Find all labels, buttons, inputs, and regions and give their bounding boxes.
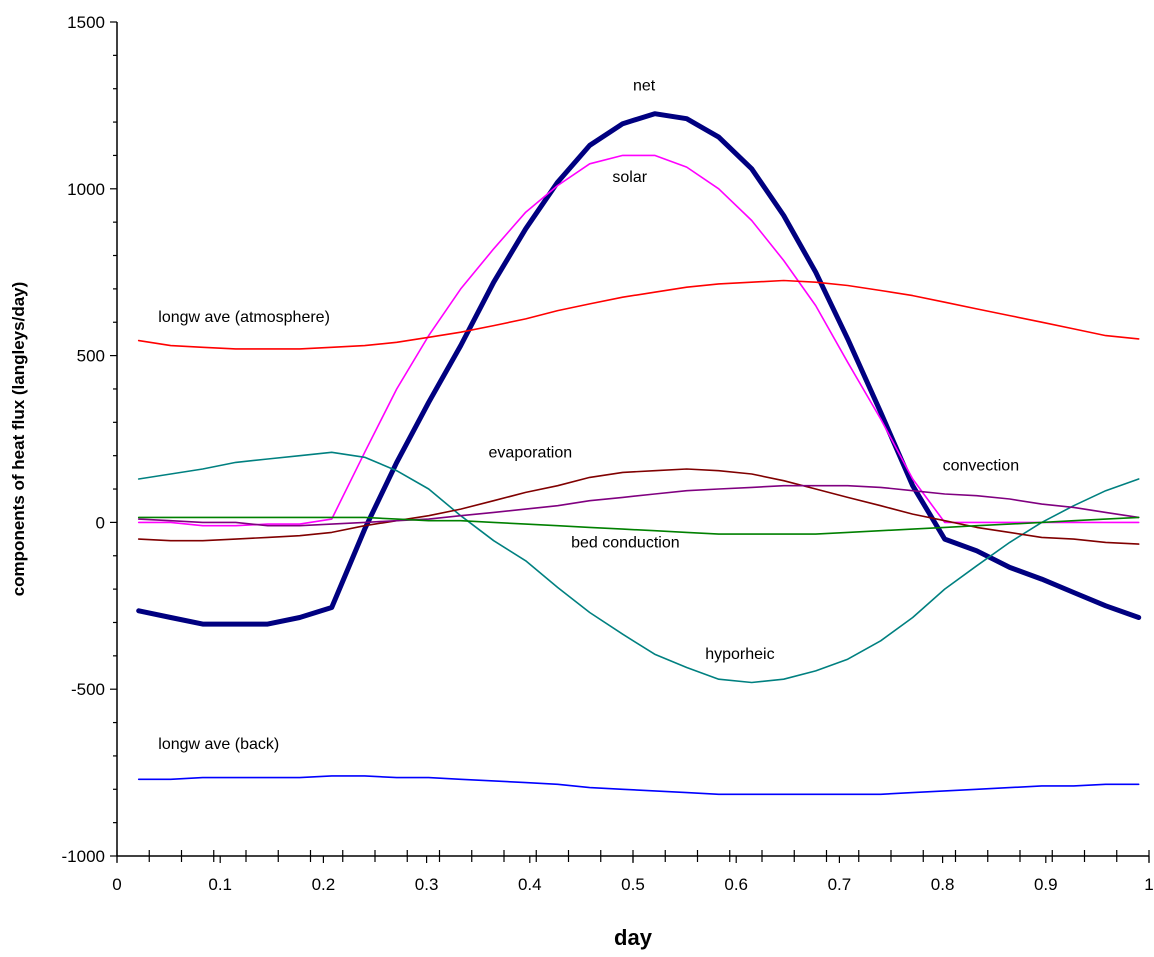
y-tick-label: 500 [77,347,105,366]
axes [116,22,1149,857]
x-axis-title: day [614,925,653,950]
y-tick-label: 1000 [67,180,105,199]
series-label: net [633,77,656,94]
x-axis-ticks: 0 0.1 0.2 0.3 0.4 0.5 0.6 0.7 0.8 0.9 1 [112,850,1154,894]
x-tick-label: 1 [1144,875,1153,894]
series-line-longwave-back [137,775,1140,796]
x-tick-label: 0.3 [415,875,439,894]
x-tick-label: 0.1 [208,875,232,894]
y-tick-label: 0 [96,513,105,532]
x-tick-label: 0.5 [621,875,645,894]
series-label: solar [612,169,647,186]
series-label: evaporation [489,444,573,461]
series-label: hyporheic [705,646,774,663]
series-line-evaporation [137,468,1140,545]
series-line-bed-conduction [137,516,1140,535]
series-label: convection [943,458,1020,475]
series-line-convection [137,484,1140,527]
y-tick-label: -500 [71,680,105,699]
y-tick-label: -1000 [62,847,105,866]
series-line-hyporheic [137,451,1140,684]
series-line-longwave-atmosphere [137,279,1140,350]
x-tick-label: 0.6 [724,875,748,894]
series-labels: net solar longw ave (atmosphere) evaporatio… [158,77,1019,753]
y-axis-title: components of heat flux (langleys/day) [9,282,28,597]
series-label: longw ave (atmosphere) [158,309,330,326]
series-label: longw ave (back) [158,736,279,753]
series-lines [136,111,1142,796]
x-tick-label: 0.7 [828,875,852,894]
x-tick-label: 0 [112,875,121,894]
x-tick-label: 0.9 [1034,875,1058,894]
series-line-solar [137,154,1140,527]
x-tick-label: 0.2 [312,875,336,894]
x-tick-label: 0.4 [518,875,542,894]
series-label: bed conduction [571,534,680,551]
x-tick-label: 0.8 [931,875,955,894]
y-axis-ticks: 1500 1000 500 0 -500 -1000 [62,13,117,866]
series-line-net [136,111,1142,627]
y-tick-label: 1500 [67,13,105,32]
